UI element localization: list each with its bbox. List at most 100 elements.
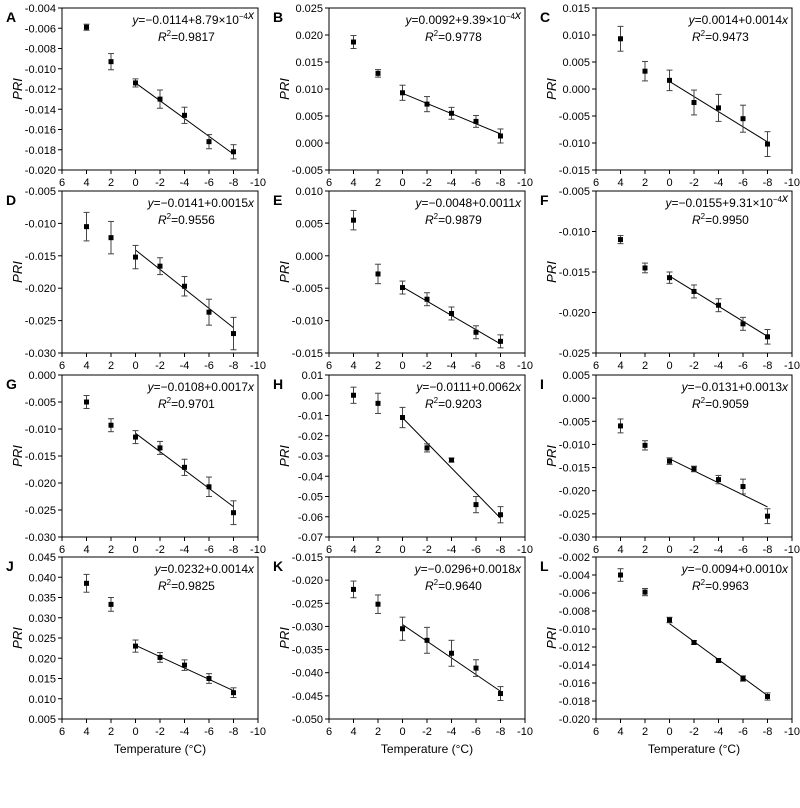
panel-letter: K [273, 558, 283, 574]
x-tick-label: 0 [399, 177, 405, 189]
x-tick-label: 0 [399, 726, 405, 738]
x-tick-label: -4 [180, 544, 190, 556]
data-point [375, 271, 381, 277]
y-axis-label: PRI [10, 261, 25, 283]
y-tick-label: -0.030 [292, 621, 323, 633]
x-tick-label: -10 [250, 177, 266, 189]
data-point [182, 662, 187, 668]
x-tick-label: -2 [689, 360, 699, 372]
data-point [133, 80, 138, 86]
fit-r-squared: R2=0.9778 [425, 29, 482, 44]
y-tick-label: 0.000 [562, 84, 590, 96]
data-point [84, 399, 89, 405]
x-tick-label: -8 [496, 177, 506, 189]
data-point [375, 601, 381, 607]
data-point [691, 288, 697, 294]
x-tick-label: -6 [738, 726, 748, 738]
x-tick-label: -2 [422, 544, 432, 556]
data-point [667, 458, 672, 464]
y-tick-label: 0.005 [562, 57, 590, 69]
y-tick-label: -0.020 [25, 283, 56, 295]
data-point [740, 484, 746, 490]
fit-equation: y=−0.0114+8.79×10−4x [131, 8, 255, 27]
y-tick-label: 0.025 [28, 633, 56, 645]
y-tick-label: 0.045 [28, 552, 56, 564]
data-point [449, 310, 454, 316]
data-point [642, 589, 648, 595]
x-tick-label: 2 [642, 726, 648, 738]
data-point [765, 141, 770, 147]
data-point [642, 265, 648, 271]
data-point [618, 36, 623, 42]
panel-h: 0.01 0.00 -0.01 -0.02 -0.03 -0.04 -0.05 -0.06 -0… [273, 370, 533, 556]
data-point [449, 457, 454, 463]
y-tick-label: -0.018 [25, 145, 56, 157]
data-point [642, 442, 648, 448]
x-tick-label: -8 [763, 177, 773, 189]
fit-r-squared: R2=0.9203 [425, 396, 482, 411]
x-tick-label: 4 [617, 360, 623, 372]
x-tick-label: 4 [83, 544, 89, 556]
y-tick-label: -0.015 [559, 267, 590, 279]
x-tick-label: 0 [132, 726, 138, 738]
data-point [206, 139, 212, 145]
x-tick-label: -6 [204, 726, 214, 738]
panel-letter: E [273, 192, 282, 208]
y-tick-label: 0.040 [28, 572, 56, 584]
y-tick-label: -0.010 [25, 218, 56, 230]
y-tick-label: 0.01 [302, 370, 323, 382]
x-tick-label: 2 [642, 177, 648, 189]
data-point [618, 572, 623, 578]
y-tick-label: -0.030 [25, 532, 56, 544]
y-tick-label: 0.030 [28, 613, 56, 625]
y-tick-label: 0.000 [562, 393, 590, 405]
x-tick-label: 6 [59, 544, 65, 556]
panel-letter: C [540, 9, 550, 25]
data-point [108, 59, 114, 65]
x-tick-label: -6 [471, 726, 481, 738]
x-tick-label: 2 [108, 177, 114, 189]
y-tick-label: -0.005 [292, 283, 323, 295]
y-tick-label: -0.03 [298, 451, 323, 463]
panel-letter: F [540, 192, 549, 208]
x-tick-label: -4 [447, 544, 457, 556]
x-tick-label: 2 [375, 360, 381, 372]
y-tick-label: -0.025 [292, 598, 323, 610]
data-point [740, 116, 746, 122]
y-tick-label: -0.005 [559, 186, 590, 198]
x-tick-label: -10 [517, 360, 533, 372]
y-tick-label: -0.020 [559, 714, 590, 726]
y-tick-label: 0.000 [28, 370, 56, 382]
data-point [618, 423, 623, 429]
x-tick-label: -6 [738, 360, 748, 372]
x-tick-label: 0 [132, 544, 138, 556]
x-tick-label: -2 [155, 726, 165, 738]
fit-equation: y=−0.0094+0.0010x [681, 562, 789, 576]
y-tick-label: -0.008 [559, 606, 590, 618]
x-tick-label: -10 [517, 544, 533, 556]
fit-equation: y=−0.0296+0.0018x [414, 562, 522, 576]
y-tick-label: 0.010 [295, 84, 323, 96]
data-point [206, 484, 212, 490]
y-tick-label: 0.015 [28, 674, 56, 686]
x-tick-label: 2 [108, 726, 114, 738]
x-tick-label: 2 [642, 544, 648, 556]
y-tick-label: -0.010 [25, 64, 56, 76]
x-tick-label: -6 [471, 544, 481, 556]
x-tick-label: -2 [689, 726, 699, 738]
y-tick-label: -0.04 [298, 471, 323, 483]
x-tick-label: -10 [250, 726, 266, 738]
data-point [449, 650, 454, 656]
y-tick-label: -0.015 [25, 251, 56, 263]
x-tick-label: 6 [326, 726, 332, 738]
data-point [351, 217, 356, 223]
data-point [231, 510, 236, 516]
y-tick-label: 0.00 [302, 390, 323, 402]
data-point [157, 654, 163, 660]
fit-equation: y=−0.0141+0.0015x [147, 196, 255, 210]
x-tick-label: 2 [375, 726, 381, 738]
x-tick-label: -10 [250, 544, 266, 556]
